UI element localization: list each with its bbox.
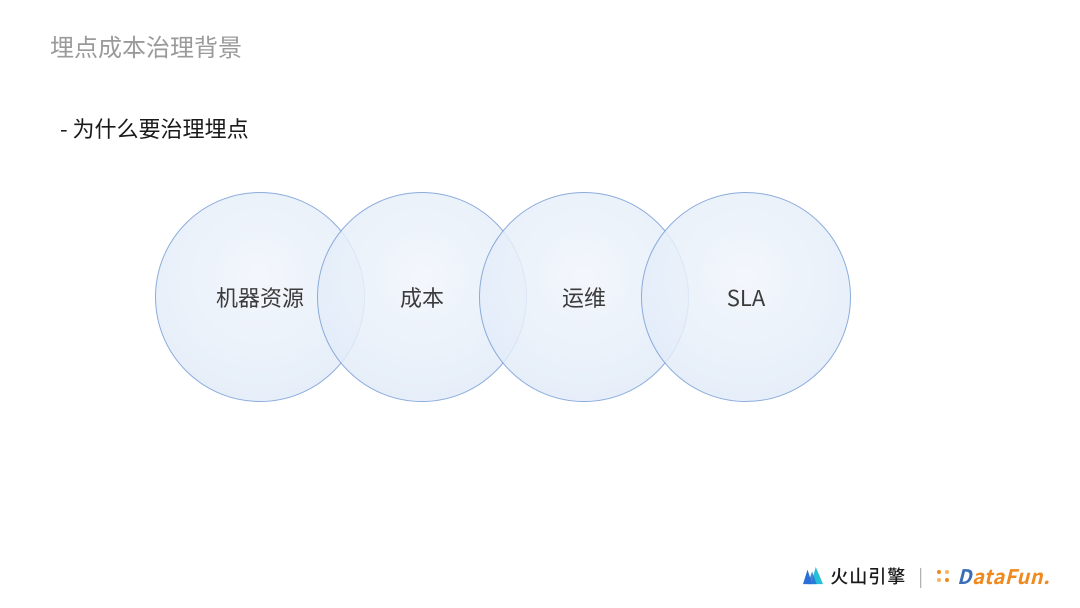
venn-circle-c4: SLA: [641, 192, 851, 402]
venn-circle-label: SLA: [727, 281, 766, 313]
datafun-text: DataFun.: [957, 561, 1050, 590]
logo-separator: |: [918, 563, 923, 589]
venn-circle-label: 运维: [562, 281, 606, 313]
slide-title: 埋点成本治理背景: [50, 28, 242, 63]
venn-circle-label: 成本: [400, 281, 444, 313]
slide: 埋点成本治理背景 - 为什么要治理埋点 机器资源 成本 运维 SLA 火山引擎 |: [0, 0, 1080, 608]
datafun-dot: .: [1043, 561, 1050, 590]
slide-subtitle: - 为什么要治理埋点: [60, 112, 249, 144]
datafun-d: D: [957, 561, 972, 590]
volcengine-icon: [802, 566, 824, 586]
datafun-logo: DataFun.: [935, 561, 1050, 590]
venn-circle-label: 机器资源: [216, 281, 304, 313]
datafun-icon: [935, 567, 953, 585]
footer-logos: 火山引擎 | DataFun.: [802, 561, 1050, 590]
volcengine-logo: 火山引擎: [802, 563, 906, 589]
datafun-rest: ataFun: [972, 561, 1043, 590]
volcengine-text: 火山引擎: [830, 563, 906, 589]
